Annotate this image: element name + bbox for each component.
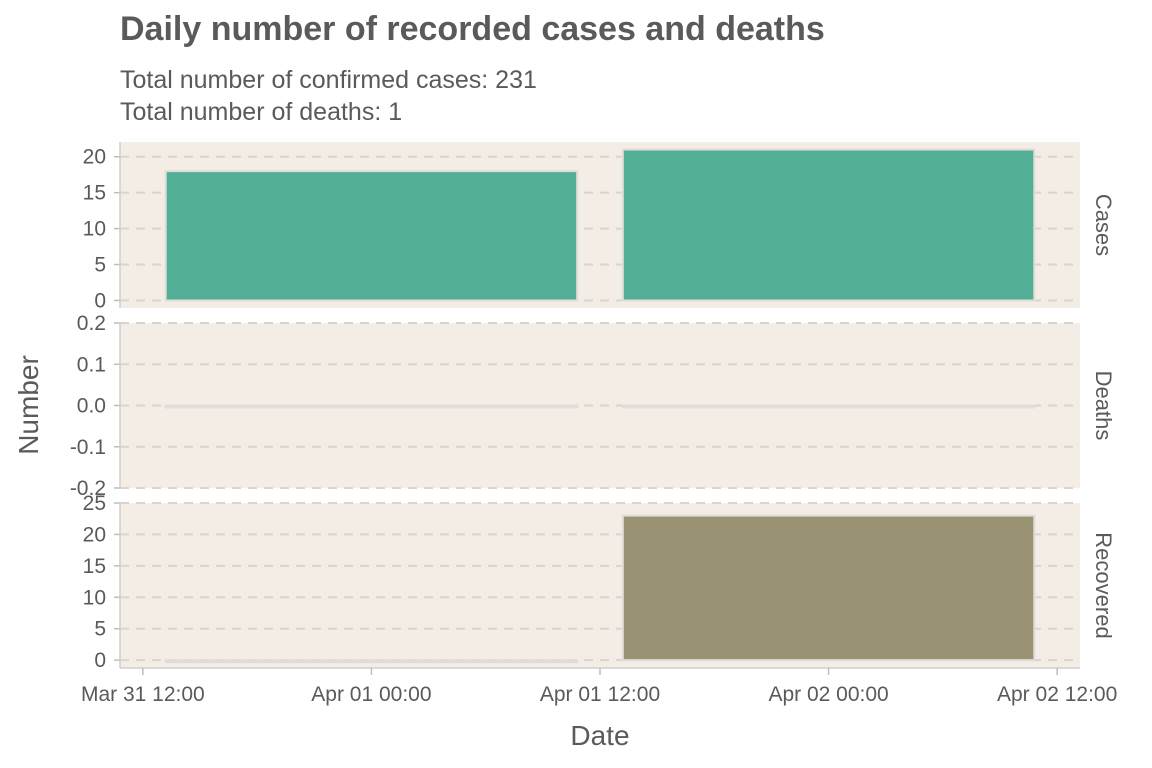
chart-title: Daily number of recorded cases and death… xyxy=(120,10,825,48)
y-tick-label: 10 xyxy=(83,586,106,609)
y-axis-title: Number xyxy=(13,355,44,455)
y-tick-label: 15 xyxy=(83,555,106,578)
y-tick-label: 5 xyxy=(94,618,106,641)
y-tick-label: 5 xyxy=(94,254,106,277)
y-tick-label: 0.2 xyxy=(77,312,106,335)
y-tick-label: -0.2 xyxy=(70,477,106,500)
y-tick-label: -0.1 xyxy=(70,436,106,459)
facet-label-deaths: Deaths xyxy=(1091,371,1116,441)
y-tick-label: 20 xyxy=(83,523,106,546)
facet-label-recovered: Recovered xyxy=(1091,532,1116,638)
y-tick-label: 20 xyxy=(83,146,106,169)
bar-cases xyxy=(164,170,579,302)
bar-deaths xyxy=(621,404,1036,409)
x-tick-label: Apr 01 00:00 xyxy=(311,683,431,706)
y-tick-label: 0.1 xyxy=(77,353,106,376)
y-tick-label: 10 xyxy=(83,218,106,241)
bar-recovered xyxy=(621,514,1036,662)
bar-cases xyxy=(621,148,1036,302)
y-tick-label: 25 xyxy=(83,492,106,515)
y-tick-label: 0 xyxy=(94,289,106,312)
bar-recovered xyxy=(164,659,579,664)
y-tick-label: 15 xyxy=(83,182,106,205)
x-tick-label: Apr 02 00:00 xyxy=(768,683,888,706)
subtitle-total-cases: Total number of confirmed cases: 231 xyxy=(120,66,537,94)
subtitle-total-deaths: Total number of deaths: 1 xyxy=(120,98,403,126)
bar-deaths xyxy=(164,404,579,409)
y-tick-label: 0.0 xyxy=(77,395,106,418)
x-axis-title: Date xyxy=(570,720,629,751)
x-tick-label: Apr 01 12:00 xyxy=(540,683,660,706)
y-tick-label: 0 xyxy=(94,649,106,672)
x-tick-label: Apr 02 12:00 xyxy=(997,683,1117,706)
x-tick-label: Mar 31 12:00 xyxy=(81,683,205,706)
facet-label-cases: Cases xyxy=(1091,194,1116,256)
